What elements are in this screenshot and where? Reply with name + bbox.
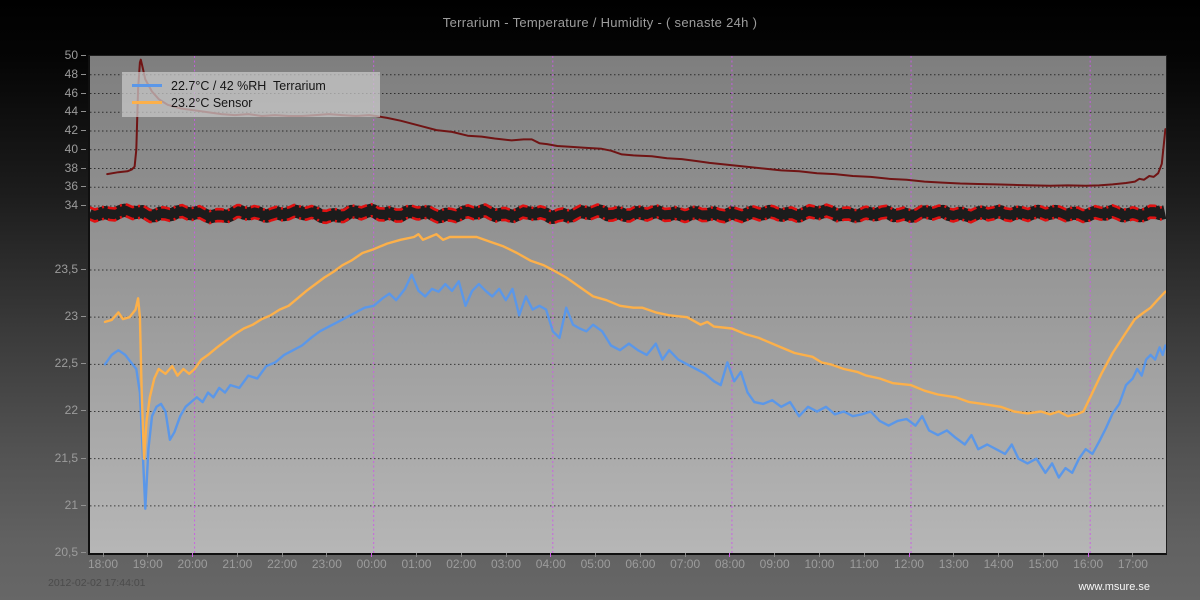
x-axis-label: 02:00 (446, 557, 477, 571)
y-axis-label-temperature: 22,5 (54, 356, 78, 371)
x-axis-tick (774, 553, 776, 557)
x-axis-label: 12:00 (894, 557, 925, 571)
legend-label: 22.7°C / 42 %RH Terrarium (171, 78, 326, 93)
x-axis-tick (1042, 553, 1044, 557)
x-axis-tick (550, 553, 552, 557)
y-axis-tick (81, 111, 86, 113)
legend-item: 22.7°C / 42 %RH Terrarium (132, 77, 372, 94)
x-axis-label: 20:00 (177, 557, 208, 571)
y-axis-label-humidity: 38 (64, 160, 78, 175)
x-axis-tick (639, 553, 641, 557)
y-axis-tick (81, 457, 86, 459)
y-axis-tick (81, 130, 86, 131)
y-axis-label-temperature: 22 (64, 403, 78, 418)
legend-line-swatch (132, 84, 162, 87)
x-axis-label: 15:00 (1028, 557, 1059, 571)
humidity-raw-band-edge (90, 214, 1166, 225)
y-axis-label-temperature: 23,5 (54, 262, 78, 276)
x-axis-label: 05:00 (580, 557, 611, 571)
y-axis-tick (81, 410, 86, 412)
x-axis-label: 07:00 (670, 557, 701, 571)
x-axis-tick (236, 553, 238, 557)
y-axis-tick (81, 363, 86, 365)
x-axis-tick (281, 553, 283, 557)
y-axis-label-temperature: 21,5 (54, 450, 78, 465)
x-axis-tick (595, 553, 597, 557)
x-axis-tick (415, 553, 417, 557)
x-axis-label: 06:00 (625, 557, 656, 571)
y-axis-tick (81, 205, 86, 206)
y-axis-label-temperature: 20,5 (54, 544, 78, 559)
humidity-raw-band-edge (90, 202, 1166, 213)
x-axis-tick (147, 553, 149, 557)
y-axis-label-temperature: 21 (64, 497, 78, 512)
x-axis-tick (460, 553, 462, 557)
y-axis-label-humidity: 40 (64, 141, 78, 156)
y-axis-label-humidity: 46 (64, 85, 78, 100)
x-axis-label: 08:00 (714, 557, 745, 571)
x-axis-label: 10:00 (804, 557, 835, 571)
y-axis-tick (81, 551, 86, 553)
humidity-raw-band (90, 203, 1166, 224)
plot-area: 22.7°C / 42 %RH Terrarium 23.2°C Sensor (88, 55, 1167, 555)
x-axis-label: 18:00 (87, 557, 119, 571)
x-axis-label: 11:00 (849, 557, 879, 571)
x-axis-label: 04:00 (535, 557, 566, 571)
y-axis-tick (81, 73, 86, 75)
x-axis-tick (505, 553, 507, 557)
generated-timestamp: 2012-02-02 17:44:01 (48, 577, 146, 589)
y-axis-tick (81, 55, 86, 56)
x-axis-tick (729, 553, 731, 557)
x-axis-label: 16:00 (1073, 557, 1104, 571)
x-axis-tick (998, 553, 1000, 557)
x-axis-label: 01:00 (401, 557, 432, 571)
site-link[interactable]: www.msure.se (1078, 581, 1150, 593)
y-axis-label-temperature: 23 (64, 309, 78, 324)
y-axis-label-humidity: 48 (64, 66, 78, 81)
x-axis-tick (908, 553, 910, 557)
y-axis-tick (81, 92, 86, 94)
x-axis-label: 14:00 (983, 557, 1014, 571)
x-axis-tick (326, 553, 328, 557)
y-axis-tick (81, 148, 86, 150)
y-axis-tick (81, 269, 86, 270)
legend-label: 23.2°C Sensor (171, 95, 253, 110)
legend-box: 22.7°C / 42 %RH Terrarium 23.2°C Sensor (122, 72, 380, 117)
x-axis-tick (1087, 553, 1089, 557)
x-axis-tick (818, 553, 820, 557)
x-axis-label: 23:00 (311, 557, 342, 571)
chart-canvas (90, 56, 1166, 553)
y-axis-label-humidity: 36 (64, 179, 78, 194)
x-axis-label: 00:00 (356, 557, 387, 571)
x-axis-label: 09:00 (759, 557, 790, 571)
legend-line-swatch (132, 101, 162, 104)
y-axis-tick (81, 167, 86, 169)
x-axis-tick (371, 553, 373, 557)
x-axis-tick (684, 553, 686, 557)
x-axis-label: 19:00 (132, 557, 163, 571)
y-axis-label-humidity: 44 (64, 104, 78, 119)
legend-item: 23.2°C Sensor (132, 94, 372, 111)
x-axis-label: 13:00 (938, 557, 969, 571)
x-axis-label: 17:00 (1117, 557, 1148, 571)
x-axis-tick (863, 553, 865, 557)
y-axis-label-humidity: 42 (64, 123, 78, 137)
x-axis-tick (1132, 553, 1134, 557)
x-axis-tick (192, 553, 194, 557)
y-axis-label-humidity: 50 (64, 48, 78, 62)
series-terrarium-line (103, 273, 1166, 510)
chart-title: Terrarium - Temperature / Humidity - ( s… (442, 15, 758, 30)
y-axis-tick (81, 504, 86, 506)
y-axis-tick (81, 186, 86, 188)
series-sensor-line (103, 232, 1166, 460)
x-axis-tick (102, 553, 104, 557)
x-axis-label: 03:00 (491, 557, 522, 571)
x-axis-label: 21:00 (222, 557, 253, 571)
y-axis-tick (81, 316, 86, 318)
y-axis-label-humidity: 34 (64, 198, 78, 212)
x-axis-tick (953, 553, 955, 557)
x-axis-label: 22:00 (267, 557, 298, 571)
